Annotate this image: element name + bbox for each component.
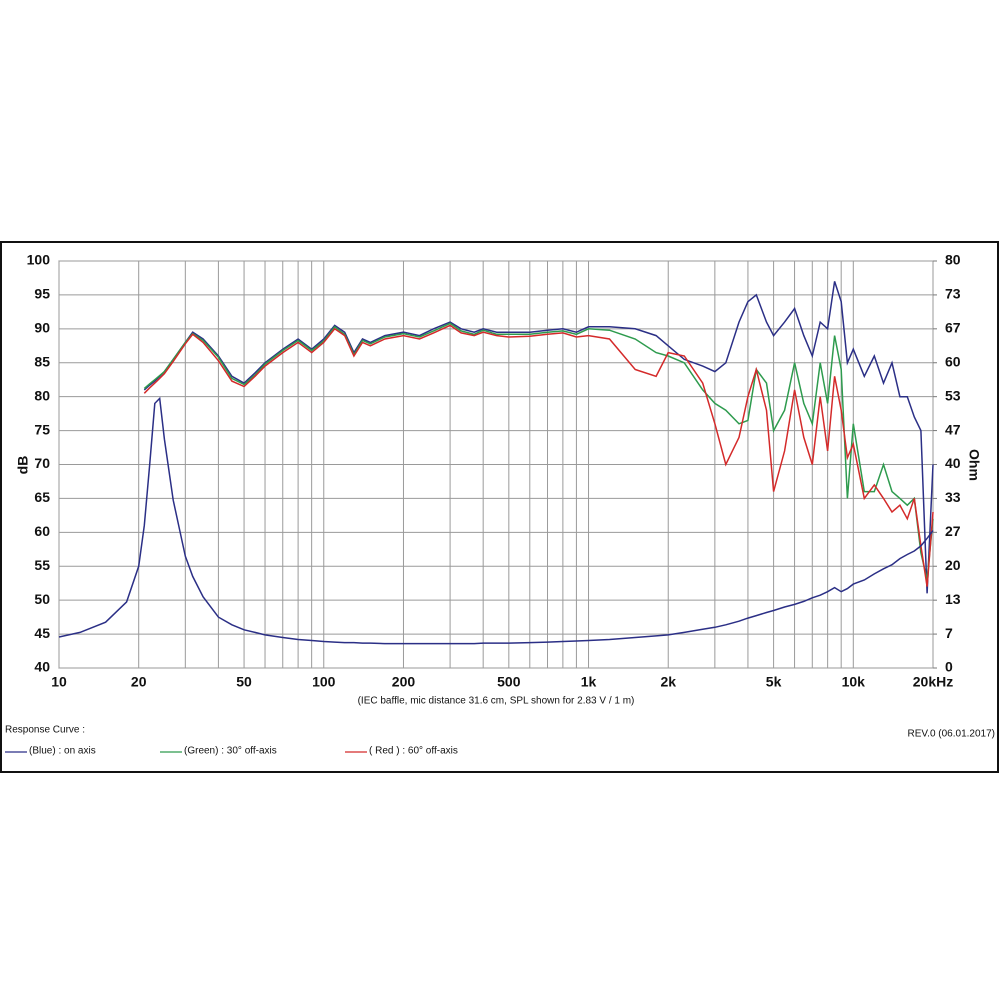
y2-tick-label: 67 — [945, 320, 961, 336]
x-tick-label: 50 — [236, 674, 252, 690]
y2-tick-label: 40 — [945, 455, 961, 471]
legend-label: ( Red ) : 60° off-axis — [369, 746, 458, 757]
y-tick-label: 70 — [34, 455, 50, 471]
y2-tick-label: 20 — [945, 557, 961, 573]
legend-label: (Green) : 30° off-axis — [184, 746, 277, 757]
y2-tick-label: 7 — [945, 625, 953, 641]
y-tick-label: 100 — [27, 252, 51, 268]
y-tick-label: 55 — [34, 557, 50, 573]
legend-title: Response Curve : — [5, 725, 85, 736]
y2-tick-label: 0 — [945, 659, 953, 675]
y2-tick-label: 60 — [945, 353, 961, 369]
x-tick-label: 20kHz — [913, 674, 953, 690]
x-tick-label: 20 — [131, 674, 147, 690]
y2-tick-label: 33 — [945, 489, 961, 505]
y-tick-label: 75 — [34, 421, 50, 437]
x-tick-label: 10 — [51, 674, 67, 690]
y2-tick-label: 13 — [945, 591, 961, 607]
y-tick-label: 40 — [34, 659, 50, 675]
x-tick-label: 5k — [766, 674, 782, 690]
x-tick-label: 1k — [581, 674, 597, 690]
response-line — [143, 324, 934, 587]
x-tick-label: 500 — [497, 674, 521, 690]
x-tick-label: 100 — [312, 674, 336, 690]
y2-axis-title: Ohm — [966, 449, 982, 481]
response-line — [143, 322, 934, 580]
response-line — [58, 396, 934, 645]
y2-tick-label: 53 — [945, 387, 961, 403]
y2-tick-label: 80 — [945, 252, 961, 268]
y-tick-label: 65 — [34, 489, 50, 505]
y-tick-label: 90 — [34, 320, 50, 336]
y-axis-title: dB — [15, 456, 31, 475]
x-tick-label: 200 — [392, 674, 416, 690]
y-tick-label: 60 — [34, 523, 50, 539]
y2-tick-label: 47 — [945, 421, 961, 437]
chart-frame — [0, 241, 999, 773]
response-line — [143, 281, 934, 594]
y2-tick-label: 27 — [945, 523, 961, 539]
x-tick-label: 10k — [842, 674, 866, 690]
y-tick-label: 95 — [34, 286, 50, 302]
y-tick-label: 50 — [34, 591, 50, 607]
y-tick-label: 45 — [34, 625, 50, 641]
y2-tick-label: 73 — [945, 286, 961, 302]
y-tick-label: 85 — [34, 353, 50, 369]
legend-label: (Blue) : on axis — [29, 746, 96, 757]
note: (IEC baffle, mic distance 31.6 cm, SPL s… — [358, 696, 635, 707]
x-tick-label: 2k — [660, 674, 676, 690]
y-tick-label: 80 — [34, 387, 50, 403]
revision: REV.0 (06.01.2017) — [908, 729, 995, 740]
